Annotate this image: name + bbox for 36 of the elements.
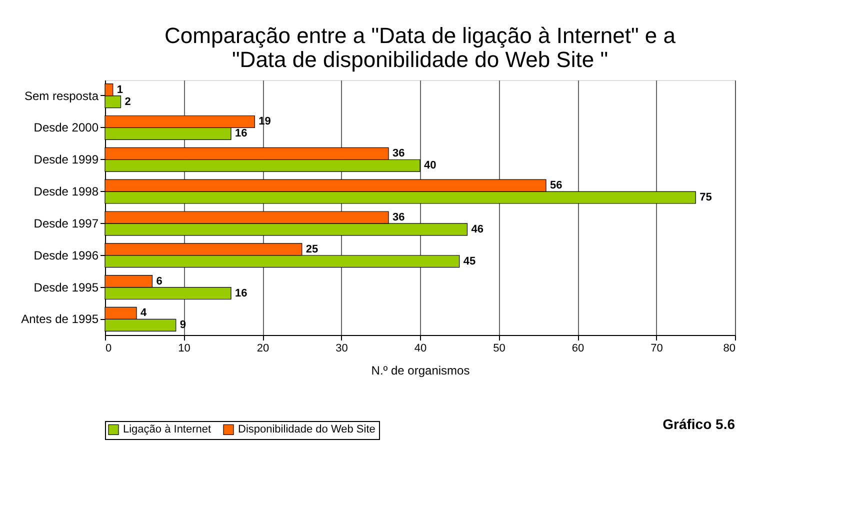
legend-label: Disponibilidade do Web Site xyxy=(238,424,376,436)
y-tick-label: Desde 1995 xyxy=(34,280,99,294)
text: Gráfico 5.6 xyxy=(662,416,736,432)
data-label: 16 xyxy=(235,128,248,140)
x-tick-label: 70 xyxy=(650,342,663,354)
legend-label: Ligação à Internet xyxy=(123,424,212,436)
x-tick-label: 20 xyxy=(256,342,270,354)
y-tick-label: Desde 1996 xyxy=(34,248,99,262)
data-label: 4 xyxy=(140,307,148,320)
x-tick-label: 30 xyxy=(336,342,348,354)
y-tick-label: Desde 1998 xyxy=(34,184,99,199)
data-label: 56 xyxy=(550,180,562,192)
data-label: 36 xyxy=(392,148,405,160)
data-label: 36 xyxy=(392,211,405,224)
x-tick-label: 0 xyxy=(106,342,112,354)
y-tick-label: Desde 1997 xyxy=(34,216,99,230)
data-label: 45 xyxy=(463,255,476,268)
data-label: 25 xyxy=(306,243,318,256)
data-label: 1 xyxy=(116,84,123,96)
x-tick-label: 60 xyxy=(572,342,584,354)
data-label: 2 xyxy=(124,96,131,108)
y-tick-label: Desde 2000 xyxy=(34,120,99,135)
data-label: 40 xyxy=(424,160,436,172)
y-tick-label: Desde 1999 xyxy=(34,152,99,167)
data-label: 75 xyxy=(700,192,712,204)
data-label: 46 xyxy=(471,223,484,236)
data-label: 6 xyxy=(156,275,162,288)
data-label: 16 xyxy=(235,287,248,300)
x-axis-title: N.º de organismos xyxy=(371,364,470,378)
y-tick-label: Antes de 1995 xyxy=(21,312,99,326)
x-tick-label: 40 xyxy=(414,342,427,354)
x-tick-label: 50 xyxy=(493,342,506,354)
x-tick-label: 10 xyxy=(178,342,190,354)
y-tick-label: Sem resposta xyxy=(24,88,99,103)
x-tick-label: 80 xyxy=(723,342,736,354)
chart-title: Comparação entre a "Data de ligação à Internet" e a "Data de disponibilidade do Web Site " xyxy=(164,23,676,72)
